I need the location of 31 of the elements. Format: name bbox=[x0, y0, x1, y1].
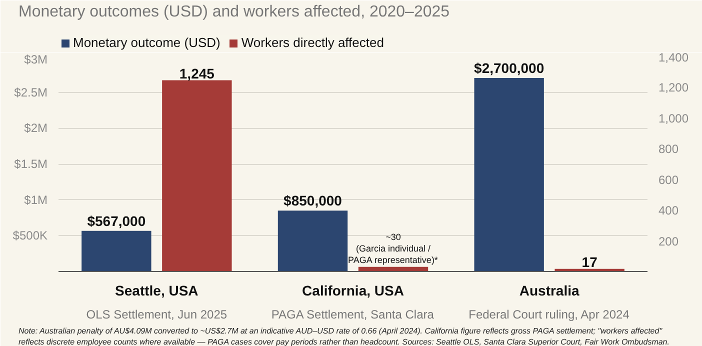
legend-label: Monetary outcome (USD) bbox=[73, 35, 220, 50]
data-label: $850,000 bbox=[284, 192, 342, 209]
y-tick-label: $2M bbox=[24, 121, 48, 136]
y-tick-label: $3M bbox=[24, 52, 48, 66]
data-label: ~30 (Garcia individual / PAGA representative)* bbox=[348, 232, 438, 265]
y-tick-label: $1M bbox=[24, 192, 48, 207]
data-label: $567,000 bbox=[87, 212, 146, 229]
y-tick-label: $500K bbox=[12, 228, 48, 243]
category-label: California, USA PAGA Settlement, Santa Clara bbox=[271, 282, 434, 322]
text: reflects discrete employee counts where available — PAGA cases cover pay periods rather than headcount. Sources: Seattle OLS, Santa Clara Superior Court, Fair Work Ombudsman. bbox=[18, 338, 670, 346]
y-tick-label: $1.5M bbox=[14, 157, 48, 171]
y2-tick-label: 600 bbox=[658, 172, 679, 187]
category-label: Australia Federal Court ruling, Apr 2024 bbox=[468, 282, 630, 322]
data-label: 1,245 bbox=[179, 65, 215, 82]
y2-tick-label: 200 bbox=[658, 234, 679, 248]
y2-tick-label: 400 bbox=[658, 204, 679, 218]
data-label: $2,700,000 bbox=[474, 60, 544, 76]
bar bbox=[82, 230, 152, 272]
y2-tick-label: 800 bbox=[658, 142, 679, 156]
y-tick-label: $2.5M bbox=[14, 85, 48, 100]
category-label: Seattle, USA OLS Settlement, Jun 2025 bbox=[86, 282, 228, 322]
bar bbox=[162, 80, 232, 272]
y2-tick-label: 1,000 bbox=[658, 111, 689, 126]
text: Note: Australian penalty of AU$4.09M converted to ~US$2.7M at an indicative AUD–USD rate of 0.66 (April 2024). California figure reflects gross PAGA settlement; "workers affected" bbox=[18, 326, 664, 336]
bar bbox=[474, 78, 544, 272]
legend-label: Workers directly affected bbox=[241, 35, 384, 50]
data-label: 17 bbox=[582, 254, 598, 270]
y2-tick-label: 1,200 bbox=[658, 80, 689, 95]
y2-tick-label: 1,400 bbox=[658, 50, 689, 64]
chart-title: Monetary outcomes (USD) and workers affected, 2020–2025 bbox=[18, 4, 450, 20]
bar bbox=[278, 210, 348, 272]
